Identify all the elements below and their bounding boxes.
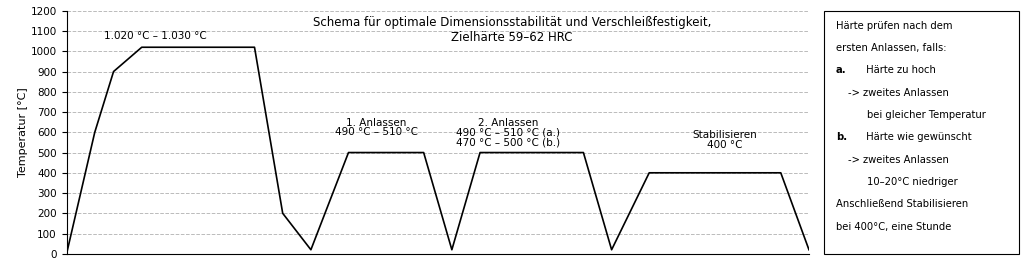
Text: 1. Anlassen: 1. Anlassen: [346, 118, 407, 128]
Text: Stabilisieren: Stabilisieren: [692, 130, 757, 140]
Text: 470 °C – 500 °C (b.): 470 °C – 500 °C (b.): [456, 137, 560, 147]
Text: Härte zu hoch: Härte zu hoch: [863, 65, 936, 75]
Text: 490 °C – 510 °C: 490 °C – 510 °C: [335, 127, 418, 137]
Y-axis label: Temperatur [°C]: Temperatur [°C]: [17, 87, 28, 177]
Text: -> zweites Anlassen: -> zweites Anlassen: [848, 87, 948, 97]
Text: bei gleicher Temperatur: bei gleicher Temperatur: [867, 110, 986, 120]
Text: ersten Anlassen, falls:: ersten Anlassen, falls:: [836, 43, 946, 53]
Text: 490 °C – 510 °C (a.): 490 °C – 510 °C (a.): [457, 127, 560, 137]
Text: Schema für optimale Dimensionsstabilität und Verschleißfestigkeit,
Zielhärte 59–: Schema für optimale Dimensionsstabilität…: [312, 16, 712, 44]
Text: bei 400°C, eine Stunde: bei 400°C, eine Stunde: [836, 222, 951, 232]
Text: 400 °C: 400 °C: [707, 140, 742, 150]
Text: 2. Anlassen: 2. Anlassen: [478, 118, 539, 128]
Text: Härte wie gewünscht: Härte wie gewünscht: [863, 132, 972, 142]
Text: b.: b.: [836, 132, 847, 142]
FancyBboxPatch shape: [824, 11, 1019, 254]
Text: 10–20°C niedriger: 10–20°C niedriger: [867, 177, 957, 187]
Text: Härte prüfen nach dem: Härte prüfen nach dem: [836, 21, 952, 31]
Text: 1.020 °C – 1.030 °C: 1.020 °C – 1.030 °C: [104, 31, 207, 41]
Text: Anschließend Stabilisieren: Anschließend Stabilisieren: [836, 199, 969, 209]
Text: a.: a.: [836, 65, 847, 75]
Text: -> zweites Anlassen: -> zweites Anlassen: [848, 155, 948, 165]
